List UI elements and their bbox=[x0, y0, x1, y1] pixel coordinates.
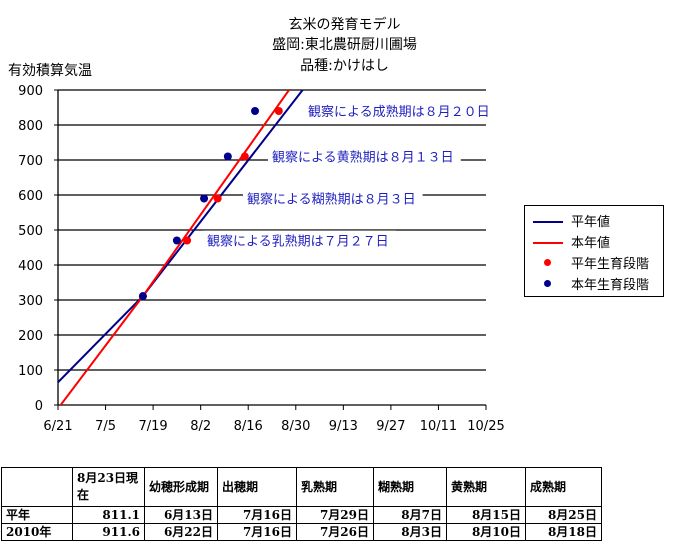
stage-marker bbox=[172, 236, 181, 245]
table-cell: 8月7日 bbox=[373, 506, 447, 524]
x-tick-label: 10/25 bbox=[467, 419, 504, 434]
table-row-label: 2010年 bbox=[1, 523, 73, 541]
annotation: 観察による黄熟期は８月１３日 bbox=[272, 150, 454, 166]
y-tick-label: 600 bbox=[18, 189, 43, 204]
table-cell: 7月26日 bbox=[296, 523, 374, 541]
annotation-bg bbox=[268, 146, 461, 167]
table-cell: 8月18日 bbox=[525, 523, 602, 541]
y-tick-label: 900 bbox=[18, 84, 43, 99]
legend-label: 本年生育段階 bbox=[571, 278, 650, 293]
x-tick-label: 8/16 bbox=[234, 419, 263, 434]
legend-item-normal-stage: 平年生育段階 bbox=[531, 252, 663, 273]
table-row: 2010年 911.6 6月22日 7月16日 7月26日 8月3日 8月10日… bbox=[1, 523, 602, 541]
chart: 玄米の発育モデル 盛岡:東北農研厨川圃場 品種:かけはし 有効積算気温 0 100… bbox=[8, 17, 664, 434]
y-tick-label: 300 bbox=[18, 294, 43, 309]
stage-marker bbox=[223, 152, 232, 161]
legend-swatch-line-navy bbox=[531, 214, 565, 228]
y-tick-label: 800 bbox=[18, 119, 43, 134]
legend-swatch-line-red bbox=[531, 235, 565, 249]
stage-marker bbox=[213, 194, 222, 203]
legend-swatch-dot-navy bbox=[531, 277, 565, 291]
y-tick-label: 700 bbox=[18, 154, 43, 169]
table-cell: 7月16日 bbox=[217, 506, 297, 524]
table-cell: 8月15日 bbox=[446, 506, 526, 524]
stage-marker bbox=[274, 107, 283, 115]
y-tick-label: 400 bbox=[18, 259, 43, 274]
series-group bbox=[58, 90, 304, 405]
chart-plot: 0 100 200 300 400 500 600 700 800 900 6/21 7/5 7/19 8… bbox=[18, 84, 505, 434]
annotation: 観察による糊熟期は８月３日 bbox=[247, 192, 416, 208]
table-cell: 7月29日 bbox=[296, 506, 374, 524]
legend-label: 本年値 bbox=[571, 236, 611, 251]
y-tick-label: 500 bbox=[18, 224, 43, 239]
table-header-cell: 成熟期 bbox=[525, 467, 602, 507]
x-tick-label: 9/27 bbox=[376, 419, 405, 434]
legend-swatch-dot-red bbox=[531, 256, 565, 270]
table-header-cell: 8月23日現在 bbox=[72, 467, 145, 507]
phenology-table: 8月23日現在 幼穂形成期 出穂期 乳熟期 糊熟期 黄熟期 成熟期 平年 811… bbox=[1, 467, 602, 541]
x-tick-label: 6/21 bbox=[43, 419, 72, 434]
stage-marker bbox=[240, 152, 249, 161]
x-tick-label: 7/5 bbox=[95, 419, 116, 434]
stage-marker bbox=[200, 194, 209, 203]
table-header-cell: 黄熟期 bbox=[446, 467, 526, 507]
table-cell: 811.1 bbox=[72, 506, 145, 524]
x-tick-label: 7/19 bbox=[139, 419, 168, 434]
legend-label: 平年生育段階 bbox=[571, 257, 650, 272]
y-tick-label: 0 bbox=[35, 399, 43, 414]
annotation-bg bbox=[304, 101, 497, 121]
legend-item-current-stage: 本年生育段階 bbox=[531, 273, 663, 294]
legend: 平年値 本年値 平年生育段階 本年生育段階 bbox=[524, 205, 664, 297]
y-tick-label: 200 bbox=[18, 329, 43, 344]
stage-marker bbox=[138, 292, 147, 301]
chart-title-line2: 盛岡:東北農研厨川圃場 bbox=[272, 37, 417, 53]
stage-marker bbox=[183, 236, 192, 245]
table-cell: 8月25日 bbox=[525, 506, 602, 524]
table-row-label: 平年 bbox=[1, 506, 73, 524]
legend-label: 平年値 bbox=[571, 215, 611, 230]
table-header-cell: 糊熟期 bbox=[373, 467, 447, 507]
table-cell: 7月16日 bbox=[217, 523, 297, 541]
x-tick-label: 10/11 bbox=[420, 419, 457, 434]
table-cell: 6月22日 bbox=[144, 523, 218, 541]
x-tick-label: 8/30 bbox=[281, 419, 310, 434]
x-tick-label: 8/2 bbox=[190, 419, 211, 434]
y-axis-label: 有効積算気温 bbox=[8, 63, 92, 79]
table-header-cell: 乳熟期 bbox=[296, 467, 374, 507]
x-tick-label: 9/13 bbox=[329, 419, 358, 434]
table-cell: 8月10日 bbox=[446, 523, 526, 541]
legend-item-current-line: 本年値 bbox=[531, 231, 663, 252]
legend-item-normal-line: 平年値 bbox=[531, 210, 663, 231]
table-row: 平年 811.1 6月13日 7月16日 7月29日 8月7日 8月15日 8月… bbox=[1, 506, 602, 524]
chart-title-line3: 品種:かけはし bbox=[300, 58, 389, 74]
table-cell: 6月13日 bbox=[144, 506, 218, 524]
annotation-bg bbox=[203, 230, 396, 251]
table-header-cell bbox=[1, 467, 73, 507]
annotation: 観察による成熟期は８月２０日 bbox=[308, 104, 490, 120]
annotation-bg bbox=[243, 188, 423, 209]
table-header-cell: 出穂期 bbox=[217, 467, 297, 507]
chart-title-line1: 玄米の発育モデル bbox=[288, 17, 401, 33]
stage-marker bbox=[251, 107, 260, 115]
table-cell: 911.6 bbox=[72, 523, 145, 541]
y-tick-label: 100 bbox=[18, 364, 43, 379]
table-header-cell: 幼穂形成期 bbox=[144, 467, 218, 507]
annotation: 観察による乳熟期は７月２７日 bbox=[207, 234, 389, 250]
table-header-row: 8月23日現在 幼穂形成期 出穂期 乳熟期 糊熟期 黄熟期 成熟期 bbox=[1, 467, 602, 507]
table-cell: 8月3日 bbox=[373, 523, 447, 541]
